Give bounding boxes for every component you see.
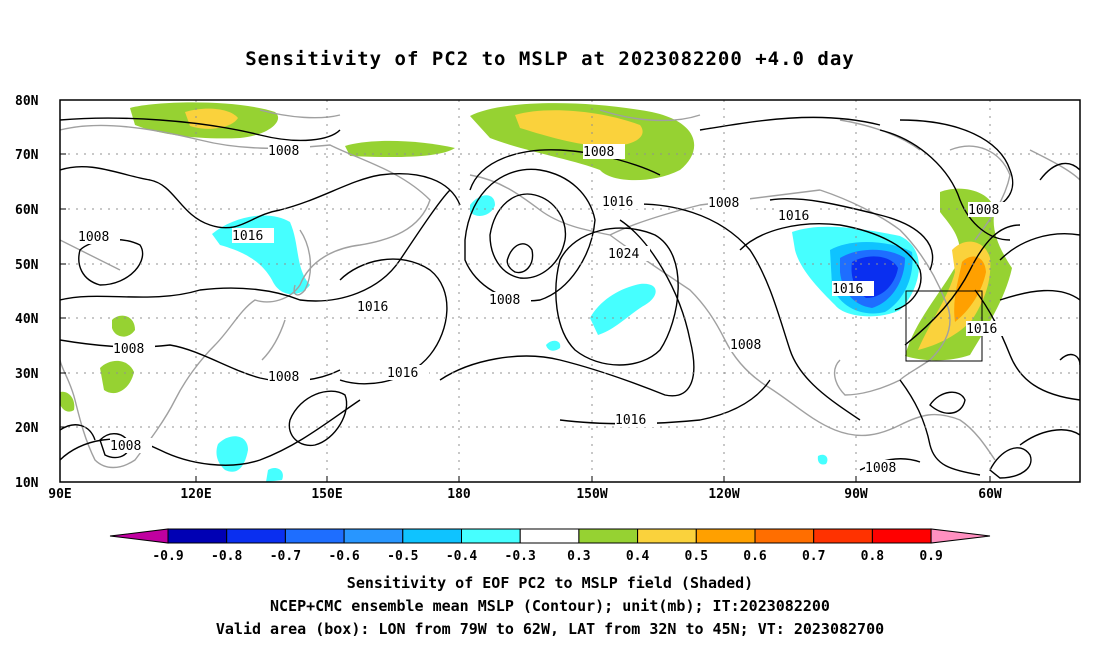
mslp-contours [60,116,1080,479]
contour-label: 1008 [489,293,520,308]
shade-pacific-cyan-2 [590,283,656,335]
contour-label: 1024 [608,247,639,262]
colorbar-swatch [402,528,462,544]
chart-title: Sensitivity of PC2 to MSLP at 2023082200… [245,48,855,70]
shade-china-green-1 [112,315,135,337]
colorbar-tick-label: 0.9 [919,549,942,564]
colorbar-tick-label: -0.5 [387,549,418,564]
contour-label: 1008 [730,338,761,353]
map-frame [59,99,1081,483]
lat-lon-grid [60,100,1080,482]
shade-arctic-pacific-core [515,110,643,147]
shade-philippines-cyan [216,436,248,472]
colorbar-tick-label: 0.8 [861,549,885,564]
lat-label: 20N [15,421,39,436]
colorbar-swatch [871,528,932,544]
contour-label: 1008 [708,196,739,211]
tick-marks [60,99,991,483]
lat-label: 10N [15,476,39,491]
colorbar-tick-label: 0.4 [626,549,650,564]
colorbar-tick-label: -0.3 [505,549,536,564]
colorbar-tick-label: 0.5 [685,549,708,564]
shade-atlantic-orange [954,256,986,322]
contour-label: 1016 [615,413,646,428]
colorbar-swatch [226,528,286,544]
colorbar-tick-label: 0.3 [567,549,590,564]
lon-label: 90E [48,487,71,502]
colorbar: -0.9 -0.8 -0.7 -0.6 -0.5 -0.4 -0.3 0.3 0.4 0.5 0.6… [109,528,991,564]
colorbar-swatch [695,528,756,544]
shade-gulf-cyan [817,454,828,465]
shade-india-green [60,391,75,412]
caption-line-2: NCEP+CMC ensemble mean MSLP (Contour); u… [270,597,830,615]
longitude-labels: 90E 120E 150E 180 150W 120W 90W 60W [48,487,1002,502]
contour-label: 1016 [357,300,388,315]
contour-label: 1008 [583,145,614,160]
colorbar-tick-label: 0.7 [802,549,825,564]
caption-line-1: Sensitivity of EOF PC2 to MSLP field (Sh… [346,574,754,592]
contour-label: 1008 [113,342,144,357]
lat-label: 70N [15,148,39,163]
colorbar-tick-label: -0.8 [211,549,242,564]
shade-china-green-2 [100,360,134,394]
lon-label: 90W [844,487,868,502]
lon-label: 60W [978,487,1002,502]
lat-label: 80N [15,94,39,109]
contour-label-group: 1008 1008 1016 1016 1016 1008 1008 1016 … [78,144,1000,476]
contour-label: 1008 [968,203,999,218]
lon-label: 150W [576,487,607,502]
lat-label: 50N [15,258,39,273]
colorbar-swatch [284,528,345,544]
contour-label: 1008 [865,461,896,476]
caption-line-3: Valid area (box): LON from 79W to 62W, L… [215,620,885,638]
lon-label: 120E [180,487,211,502]
colorbar-tick-label: -0.9 [152,549,183,564]
colorbar-tick-label: 0.6 [743,549,767,564]
colorbar-swatch [461,528,521,544]
contour-label: 1008 [110,439,141,454]
colorbar-swatch [578,528,639,544]
shade-pacific-cyan-1 [470,195,495,216]
contour-label: 1008 [268,370,299,385]
colorbar-tick-label: -0.4 [446,549,477,564]
colorbar-swatch [343,528,404,544]
shade-philippines-cyan-2 [266,468,283,482]
colorbar-high-arrow [930,528,991,544]
colorbar-swatch [167,528,228,544]
colorbar-swatch [754,528,815,544]
lat-label: 60N [15,203,39,218]
colorbar-swatch [637,528,697,544]
colorbar-swatch [813,528,873,544]
lat-label: 30N [15,367,39,382]
contour-label: 1016 [387,366,418,381]
colorbar-tick-label: -0.7 [270,549,301,564]
shade-arctic-green-2 [345,140,455,158]
contour-label: 1008 [78,230,109,245]
contour-label: 1016 [232,229,263,244]
latitude-labels: 80N 70N 60N 50N 40N 30N 20N 10N [15,94,39,491]
colorbar-tick-label: -0.6 [328,549,359,564]
lat-label: 40N [15,312,39,327]
contour-label: 1008 [268,144,299,159]
lon-label: 120W [708,487,739,502]
contour-label: 1016 [832,282,863,297]
contour-label: 1016 [778,209,809,224]
colorbar-swatch [519,528,580,544]
colorbar-low-arrow [109,528,169,544]
contour-label: 1016 [602,195,633,210]
lon-label: 180 [447,487,471,502]
shade-pacific-cyan-3 [546,340,561,351]
lon-label: 150E [311,487,342,502]
contour-label: 1016 [966,322,997,337]
